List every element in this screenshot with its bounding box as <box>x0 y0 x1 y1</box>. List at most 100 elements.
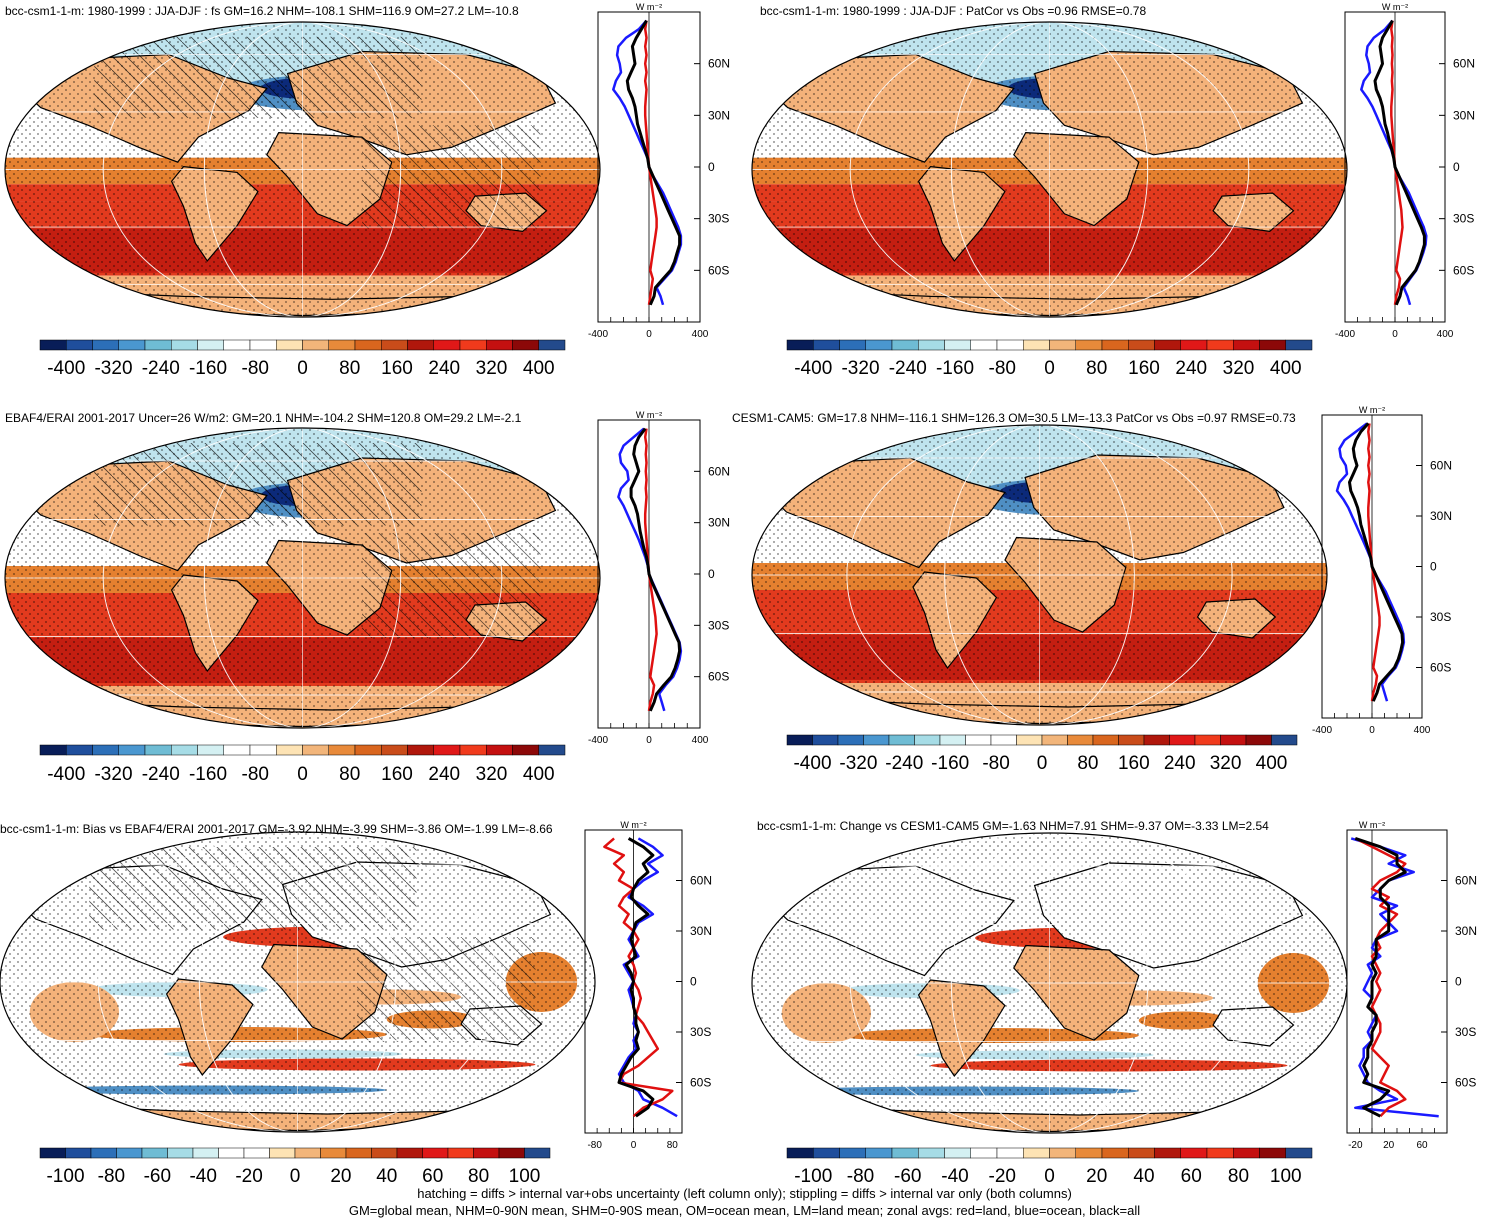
colorbar-swatch-2 <box>66 339 93 351</box>
colorbar-4: -400 -320 -240 -160 -80 0 80 160 240 320 400 <box>786 734 1298 774</box>
lat-tick-label-5: 60S <box>708 263 729 277</box>
lat-tick-label-4: 30S <box>708 618 729 632</box>
colorbar-tick-label-9: 60 <box>1181 1166 1202 1187</box>
colorbar-tick-label-2: -320 <box>94 358 132 379</box>
colorbar-swatch-17 <box>1206 1147 1234 1159</box>
colorbar-swatch-3 <box>90 1147 117 1159</box>
colorbar-swatch-20 <box>538 744 566 756</box>
colorbar-tick-label-8: 160 <box>381 358 413 379</box>
colorbar-swatch-14 <box>381 744 408 756</box>
colorbar-swatch-5 <box>141 1147 168 1159</box>
profile-units: W m⁻² <box>1382 2 1408 12</box>
colorbar-2: -400 -320 -240 -160 -80 0 80 160 240 320 400 <box>786 339 1313 379</box>
colorbar-swatch-16 <box>433 744 461 756</box>
profile-series-2 <box>643 428 658 712</box>
map-border <box>4 21 601 318</box>
colorbar-swatch-15 <box>1143 734 1170 746</box>
meridian-line-4 <box>849 22 1250 317</box>
colorbar-tick-label-7: 80 <box>1077 753 1098 774</box>
colorbar-swatch-5 <box>144 744 172 756</box>
colorbar-tick-label-7: 80 <box>339 358 360 379</box>
colorbar-tick-label-2: -80 <box>847 1166 874 1187</box>
colorbar-swatch-18 <box>486 744 513 756</box>
colorbar-swatch-7 <box>944 339 971 351</box>
colorbar-tick-label-7: 20 <box>1086 1166 1107 1187</box>
colorbar-tick-label-8: 40 <box>376 1166 397 1187</box>
colorbar-swatch-8 <box>223 744 251 756</box>
colorbar-swatch-15 <box>1154 1147 1181 1159</box>
x-tick-label-1: -400 <box>588 735 608 746</box>
colorbar-swatch-16 <box>433 339 461 351</box>
colorbar-swatch-2 <box>66 744 93 756</box>
colorbar-swatch-17 <box>1206 339 1234 351</box>
colorbar-3: -400 -320 -240 -160 -80 0 80 160 240 320 400 <box>39 744 566 785</box>
hatch-overlay-south <box>362 125 541 229</box>
lat-tick-label-1: 60N <box>708 464 730 478</box>
colorbar-swatch-20 <box>1285 339 1313 351</box>
colorbar-swatch-13 <box>354 744 382 756</box>
colorbar-swatch-9 <box>249 744 277 756</box>
colorbar-swatch-8 <box>218 1147 245 1159</box>
colorbar-swatch-10 <box>1023 1147 1050 1159</box>
colorbar-swatch-6 <box>918 339 945 351</box>
profile-units: W m⁻² <box>1359 405 1385 415</box>
meridian-line-3 <box>203 428 402 728</box>
colorbar-swatch-4 <box>865 339 893 351</box>
lat-tick-label-4: 30S <box>1430 610 1451 624</box>
colorbar-swatch-16 <box>1169 734 1196 746</box>
colorbar-swatch-10 <box>269 1147 296 1159</box>
x-tick-label-2: 0 <box>646 735 652 746</box>
colorbar-swatch-1 <box>786 339 814 351</box>
colorbar-swatch-2 <box>65 1147 92 1159</box>
meridian-line-3 <box>944 425 1135 725</box>
colorbar-tick-label-9: 240 <box>428 764 460 785</box>
colorbar-tick-label-2: -80 <box>98 1166 125 1187</box>
profile-series-1 <box>617 837 678 1118</box>
lat-tick-label-3: 0 <box>1430 560 1437 574</box>
map-panel-2 <box>751 21 1348 318</box>
panel-title-5: bcc-csm1-1-m: Bias vs EBAF4/ERAI 2001-20… <box>0 822 553 836</box>
x-tick-label-3: 400 <box>692 735 709 746</box>
lat-tick-label-2: 30N <box>1430 509 1452 523</box>
profile-units: W m⁻² <box>636 2 662 12</box>
colorbar-tick-label-7: 80 <box>1086 358 1107 379</box>
colorbar-swatch-4 <box>865 1147 893 1159</box>
colorbar-swatch-13 <box>345 1147 372 1159</box>
colorbar-swatch-9 <box>243 1147 270 1159</box>
x-tick-label-1: -20 <box>1348 1140 1363 1151</box>
colorbar-swatch-11 <box>1049 339 1076 351</box>
colorbar-swatch-9 <box>996 1147 1024 1159</box>
colorbar-swatch-13 <box>354 339 382 351</box>
x-tick-label-1: -400 <box>1312 725 1332 736</box>
colorbar-swatch-9 <box>249 339 277 351</box>
colorbar-5: -100 -80 -60 -40 -20 0 20 40 60 80 100 <box>39 1147 551 1187</box>
colorbar-swatch-4 <box>118 744 146 756</box>
map-panel-4 <box>751 424 1328 726</box>
x-tick-label-3: 400 <box>1414 725 1431 736</box>
zonal-profile-1: W m⁻² 60N 30N 0 30S 60S -400 0 400 <box>588 2 730 340</box>
meridian-line-4 <box>102 22 503 317</box>
colorbar-swatch-17 <box>459 339 487 351</box>
colorbar-swatch-18 <box>1220 734 1247 746</box>
colorbar-tick-label-6: 0 <box>297 358 308 379</box>
colorbar-swatch-3 <box>92 339 119 351</box>
colorbar-swatch-8 <box>970 1147 998 1159</box>
colorbar-swatch-7 <box>197 744 224 756</box>
lat-tick-label-1: 60N <box>690 874 712 888</box>
colorbar-swatch-12 <box>1075 1147 1103 1159</box>
colorbar-tick-label-9: 240 <box>1164 753 1196 774</box>
colorbar-swatch-17 <box>459 744 487 756</box>
colorbar-tick-label-4: -160 <box>189 358 227 379</box>
footer-line-1: hatching = diffs > internal var+obs unce… <box>417 1186 1072 1201</box>
meridian-line-4 <box>846 425 1233 725</box>
colorbar-tick-label-5: -20 <box>235 1166 262 1187</box>
profile-series-3 <box>1373 19 1426 306</box>
colorbar-tick-label-9: 60 <box>422 1166 443 1187</box>
zonal-profile-6: W m⁻² 60N 30N 0 30S 60S -20 20 60 <box>1346 820 1477 1151</box>
colorbar-swatch-2 <box>812 734 839 746</box>
meridian-line-3 <box>950 833 1149 1133</box>
lat-tick-label-2: 30N <box>708 108 730 122</box>
lat-tick-label-2: 30N <box>690 924 712 938</box>
colorbar-tick-label-1: -400 <box>47 358 85 379</box>
